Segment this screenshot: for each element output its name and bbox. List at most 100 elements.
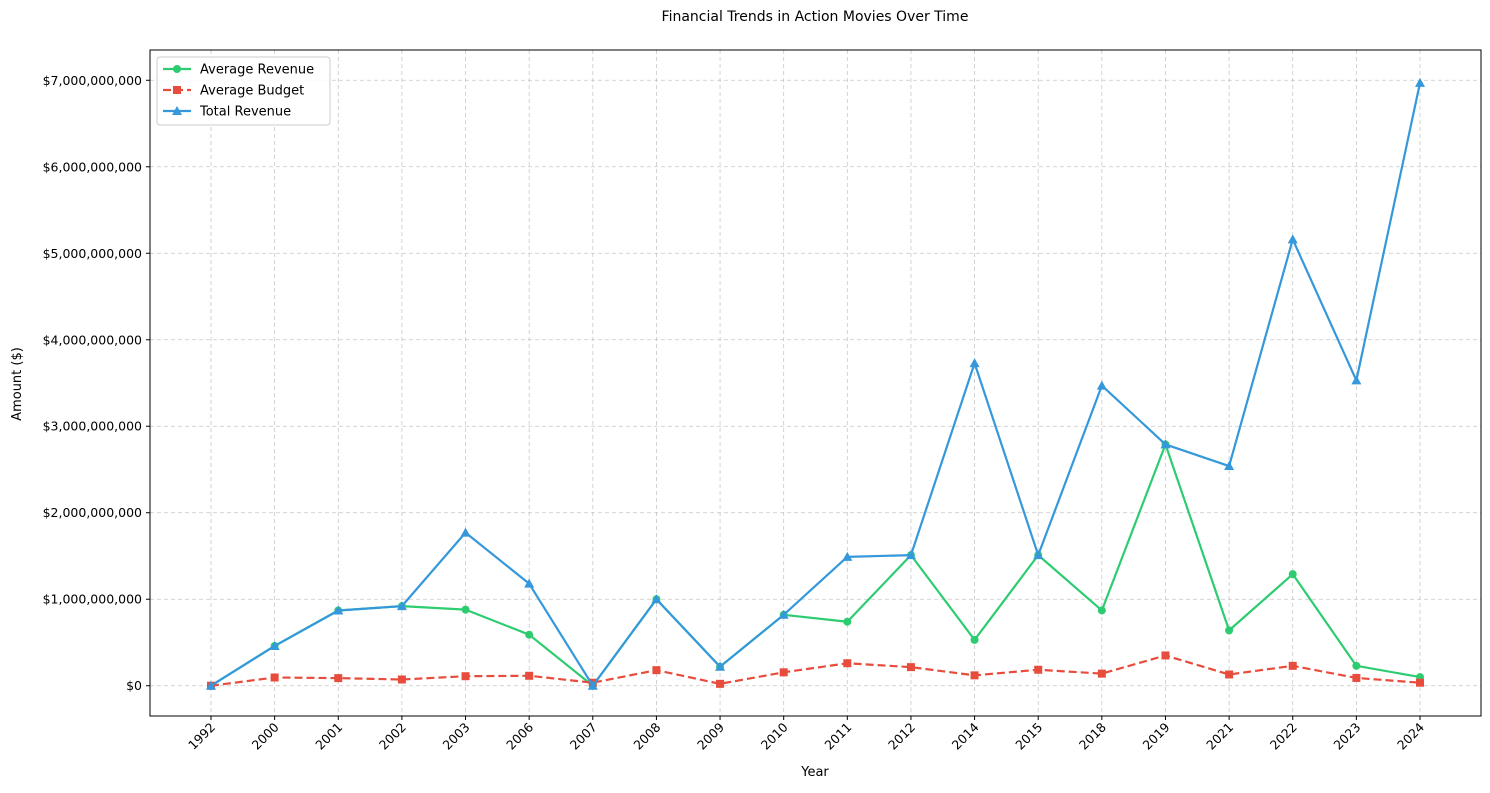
y-axis-label: Amount ($): [10, 347, 25, 421]
data-point: [652, 666, 661, 675]
data-point: [1415, 77, 1425, 87]
data-point: [525, 630, 534, 639]
data-point: [1351, 375, 1362, 385]
x-tick-label: 2008: [630, 719, 663, 752]
data-point: [206, 680, 216, 690]
data-point: [906, 663, 915, 672]
x-tick-label: 2000: [249, 719, 282, 752]
series-lines: [206, 77, 1425, 690]
data-point: [396, 601, 407, 611]
y-tick-label: $3,000,000,000: [43, 419, 142, 434]
x-tick-label: 2023: [1330, 720, 1363, 753]
legend-item: Average Budget: [163, 84, 304, 99]
grid-lines: [150, 50, 1481, 716]
legend-item: Total Revenue: [163, 105, 291, 120]
legend-box: [156, 56, 331, 126]
data-point: [1225, 626, 1234, 635]
x-tick-label: 2024: [1394, 719, 1427, 752]
x-tick-label: 2006: [503, 719, 536, 752]
series-total-revenue: [206, 77, 1425, 690]
data-point: [334, 674, 343, 683]
x-tick-label: 2012: [885, 720, 918, 753]
data-point: [1097, 606, 1106, 615]
y-tick-label: $5,000,000,000: [43, 246, 142, 261]
y-tick-label: $4,000,000,000: [43, 332, 142, 347]
x-tick-label: 2019: [1139, 719, 1172, 752]
x-tick-label: 2015: [1012, 720, 1045, 753]
plot-frame: [149, 49, 1482, 717]
series-line: [210, 654, 1421, 687]
series-line: [210, 82, 1422, 687]
data-point: [172, 106, 182, 115]
data-point: [1288, 661, 1297, 670]
x-tick-label: 2011: [821, 720, 854, 753]
x-axis-label: Year: [800, 765, 829, 780]
data-point: [173, 65, 181, 73]
data-point: [1288, 570, 1297, 579]
legend-label: Average Revenue: [200, 63, 314, 78]
data-point: [1097, 669, 1106, 678]
data-point: [461, 605, 470, 614]
data-point: [970, 635, 979, 644]
data-point: [715, 661, 726, 671]
x-tick-label: 2022: [1267, 720, 1300, 753]
data-point: [269, 640, 280, 650]
x-tick-label: 1992: [185, 720, 218, 753]
data-point: [651, 594, 662, 604]
data-point: [905, 550, 916, 560]
legend-item: Average Revenue: [163, 63, 314, 78]
data-point: [1224, 461, 1235, 471]
data-point: [843, 659, 852, 668]
data-point: [969, 358, 980, 368]
data-point: [397, 675, 406, 684]
x-tick-label: 2001: [312, 720, 345, 753]
x-tick-label: 2007: [567, 720, 600, 753]
chart-title: Financial Trends in Action Movies Over T…: [662, 9, 969, 25]
data-point: [524, 578, 535, 588]
x-axis-ticks: 1992 2000 2001 2002 2003 2006 2007 2008 2009 2010…: [185, 716, 1427, 753]
data-point: [1287, 234, 1298, 244]
series-average-budget: [207, 651, 1424, 690]
series-average-revenue: [207, 440, 1424, 690]
data-point: [1161, 651, 1170, 660]
data-point: [716, 679, 725, 688]
data-point: [1160, 439, 1171, 449]
y-tick-label: $2,000,000,000: [43, 505, 142, 520]
data-point: [1416, 678, 1424, 687]
x-tick-label: 2010: [758, 719, 791, 752]
data-point: [460, 527, 471, 537]
x-tick-label: 2014: [949, 719, 982, 752]
series-line: [210, 443, 1421, 687]
data-point: [1225, 670, 1234, 679]
x-tick-label: 2002: [376, 720, 409, 753]
y-axis-ticks: $0 $1,000,000,000 $2,000,000,000 $3,000,000…: [43, 73, 150, 693]
data-point: [842, 551, 853, 561]
data-point: [173, 86, 181, 94]
data-point: [843, 617, 852, 626]
y-tick-label: $6,000,000,000: [43, 159, 142, 174]
data-point: [1352, 673, 1361, 682]
legend-label: Total Revenue: [199, 105, 291, 120]
x-tick-label: 2021: [1203, 720, 1236, 753]
x-tick-label: 2018: [1076, 719, 1109, 752]
y-tick-label: $0: [126, 678, 142, 693]
legend: Average Revenue Average Budget Total Reven…: [156, 56, 331, 126]
y-tick-label: $1,000,000,000: [43, 592, 142, 607]
x-tick-label: 2009: [694, 719, 727, 752]
data-point: [1352, 661, 1361, 670]
legend-label: Average Budget: [200, 84, 304, 99]
data-point: [1096, 380, 1107, 390]
data-point: [270, 673, 279, 682]
data-point: [778, 609, 789, 619]
data-point: [525, 671, 534, 680]
data-point: [461, 672, 470, 681]
y-tick-label: $7,000,000,000: [43, 73, 142, 88]
data-point: [779, 668, 788, 677]
data-point: [333, 605, 344, 615]
data-point: [587, 680, 598, 690]
data-point: [1034, 665, 1043, 674]
data-point: [1033, 550, 1044, 560]
data-point: [970, 671, 979, 680]
